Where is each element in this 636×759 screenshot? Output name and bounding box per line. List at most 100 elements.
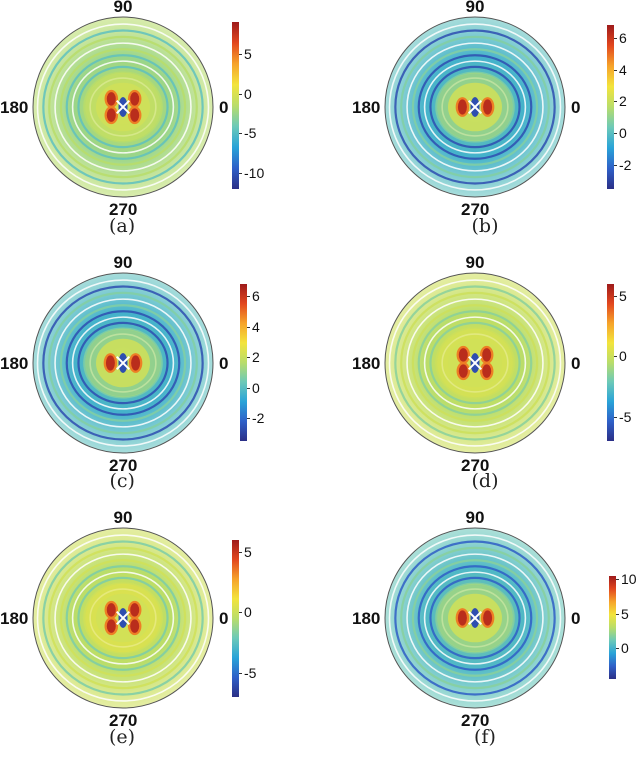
colorbar-tick-label: -2 bbox=[252, 410, 265, 427]
colorbar-a bbox=[232, 22, 239, 189]
center-cross bbox=[467, 610, 483, 626]
caption-f: (f) bbox=[474, 725, 496, 748]
lobe-peak bbox=[105, 355, 115, 371]
center-cross bbox=[115, 355, 131, 371]
lobe-peak bbox=[106, 619, 116, 633]
colorbar-tick-label: 5 bbox=[244, 544, 252, 561]
contour-ring bbox=[394, 540, 556, 696]
center-cross bbox=[115, 610, 131, 626]
lobe-peak bbox=[457, 99, 467, 115]
colorbar-tick-mark bbox=[614, 101, 617, 103]
contour-ring bbox=[435, 327, 515, 399]
colorbar-tick-label: -2 bbox=[619, 157, 632, 174]
contour-ring bbox=[42, 285, 204, 441]
center-cross bbox=[467, 355, 483, 371]
polar-plot-c bbox=[32, 272, 214, 454]
caption-d: (d) bbox=[471, 469, 499, 492]
contour-ring bbox=[406, 553, 544, 683]
contour-ring bbox=[59, 304, 187, 422]
contour-ring bbox=[411, 48, 539, 166]
colorbar-tick-label: 0 bbox=[244, 85, 252, 102]
contour-ring bbox=[388, 23, 562, 191]
colorbar-tick-mark bbox=[614, 69, 617, 71]
colorbar-tick-label: 2 bbox=[619, 93, 627, 110]
colorbar-tick-label: -5 bbox=[619, 408, 632, 425]
colorbar-b bbox=[607, 25, 614, 189]
colorbar-tick-mark bbox=[239, 133, 242, 135]
contour-ring bbox=[400, 546, 550, 690]
angle-label-270: 270 bbox=[461, 710, 490, 730]
lobe-peak bbox=[483, 99, 493, 115]
polar-frame bbox=[32, 16, 214, 198]
lobe-peak bbox=[458, 348, 468, 362]
angle-label-90: 90 bbox=[113, 252, 133, 272]
colorbar-e bbox=[232, 540, 239, 697]
contour-ring bbox=[71, 316, 175, 410]
lobe-peak bbox=[458, 364, 468, 378]
contour-ring bbox=[36, 279, 210, 447]
contour-ring bbox=[59, 48, 187, 166]
colorbar-tick-mark bbox=[247, 418, 250, 420]
polar-plot-d bbox=[384, 272, 566, 454]
colorbar-tick-mark bbox=[614, 416, 617, 418]
colorbar-tick-mark bbox=[247, 357, 250, 359]
angle-label-270: 270 bbox=[109, 710, 138, 730]
colorbar-c bbox=[240, 284, 247, 441]
angle-label-180: 180 bbox=[352, 353, 381, 373]
colorbar-tick-mark bbox=[239, 552, 242, 554]
contour-ring bbox=[400, 35, 550, 179]
contour-ring bbox=[400, 291, 550, 435]
lobe-peak bbox=[482, 364, 492, 378]
contour-ring bbox=[388, 279, 562, 447]
polar-plot-f bbox=[384, 527, 566, 709]
caption-e: (e) bbox=[109, 725, 136, 748]
contour-ring bbox=[48, 546, 198, 690]
contour-ring bbox=[406, 42, 544, 172]
contour-ring bbox=[77, 576, 169, 660]
caption-b: (b) bbox=[471, 214, 499, 237]
colorbar-f bbox=[609, 576, 616, 679]
polar-frame bbox=[384, 272, 566, 454]
contour-ring bbox=[429, 65, 521, 149]
contour-ring bbox=[42, 29, 204, 185]
contour-ring bbox=[71, 571, 175, 665]
colorbar-tick-label: 0 bbox=[244, 604, 252, 621]
colorbar-tick-label: -5 bbox=[244, 125, 257, 142]
polar-frame bbox=[384, 527, 566, 709]
colorbar-tick-label: -10 bbox=[244, 165, 265, 182]
contour-ring bbox=[36, 534, 210, 702]
contour-ring bbox=[65, 565, 181, 671]
contour-ring bbox=[417, 54, 533, 160]
colorbar-tick-mark bbox=[247, 296, 250, 298]
colorbar-tick-mark bbox=[239, 612, 242, 614]
angle-label-0: 0 bbox=[571, 353, 581, 373]
angle-label-0: 0 bbox=[219, 97, 229, 117]
colorbar-tick-label: 6 bbox=[619, 29, 627, 46]
colorbar-tick-mark bbox=[247, 326, 250, 328]
colorbar-tick-mark bbox=[614, 37, 617, 39]
contour-ring bbox=[54, 42, 192, 172]
colorbar-d bbox=[607, 284, 614, 441]
colorbar-tick-mark bbox=[616, 579, 619, 581]
contour-ring bbox=[423, 316, 527, 410]
colorbar-tick-mark bbox=[616, 613, 619, 615]
angle-label-90: 90 bbox=[465, 507, 485, 527]
angle-label-180: 180 bbox=[352, 97, 381, 117]
colorbar-tick-label: 6 bbox=[252, 288, 260, 305]
contour-ring bbox=[417, 310, 533, 416]
colorbar-tick-label: 0 bbox=[252, 379, 260, 396]
contour-ring bbox=[429, 321, 521, 405]
colorbar-tick-mark bbox=[247, 387, 250, 389]
angle-label-0: 0 bbox=[571, 608, 581, 628]
colorbar-tick-label: 4 bbox=[252, 318, 260, 335]
contour-ring bbox=[388, 534, 562, 702]
angle-label-0: 0 bbox=[219, 353, 229, 373]
contour-ring bbox=[42, 540, 204, 696]
contour-ring bbox=[77, 321, 169, 405]
contour-ring bbox=[411, 304, 539, 422]
lobe-peak bbox=[130, 603, 140, 617]
contour-ring bbox=[48, 291, 198, 435]
polar-plot-b bbox=[384, 16, 566, 198]
lobe-peak bbox=[483, 610, 493, 626]
colorbar-tick-mark bbox=[616, 648, 619, 650]
